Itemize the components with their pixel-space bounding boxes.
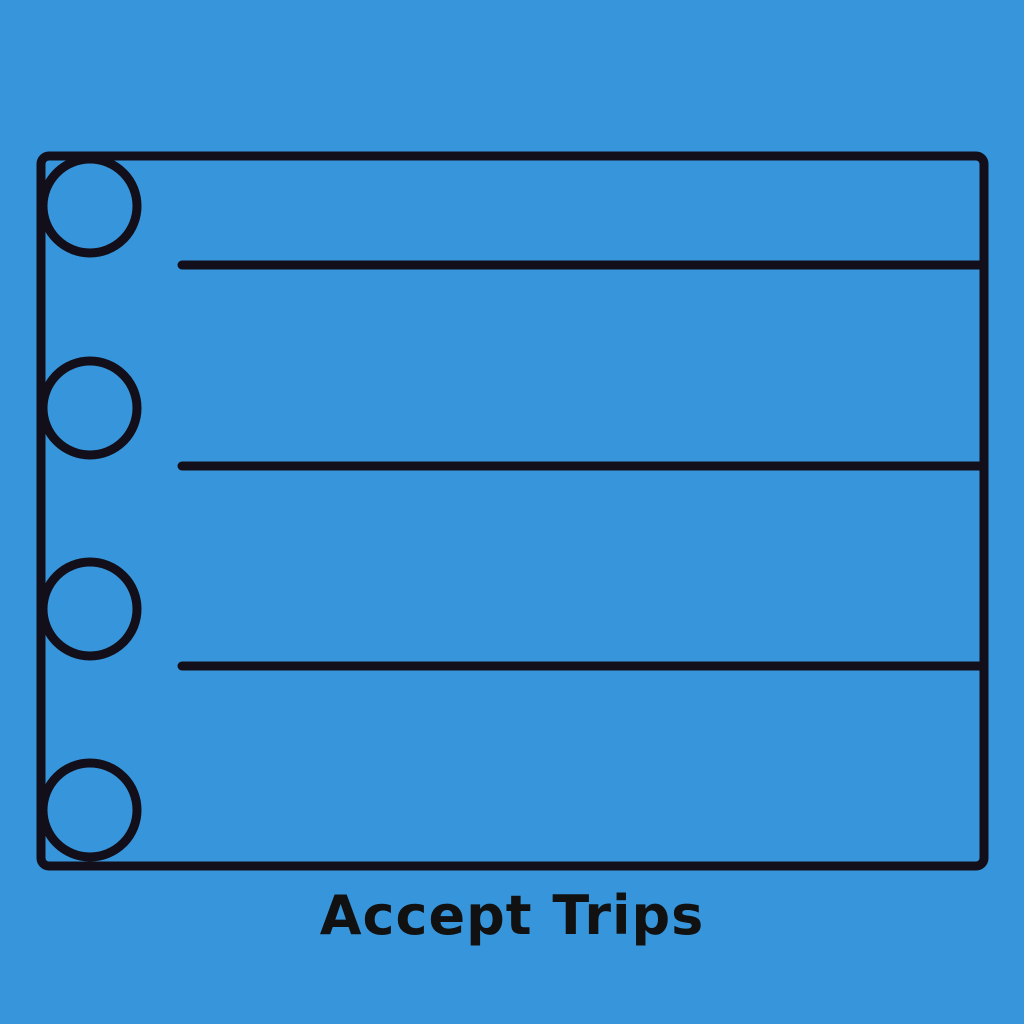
checklist-bullet-2	[38, 356, 142, 460]
checklist-bullet-3	[38, 557, 142, 661]
checklist-frame	[36, 151, 989, 871]
checklist-bullet-4	[38, 758, 142, 862]
caption-title: Accept Trips	[319, 884, 705, 947]
checklist-bullet-1	[38, 154, 142, 258]
